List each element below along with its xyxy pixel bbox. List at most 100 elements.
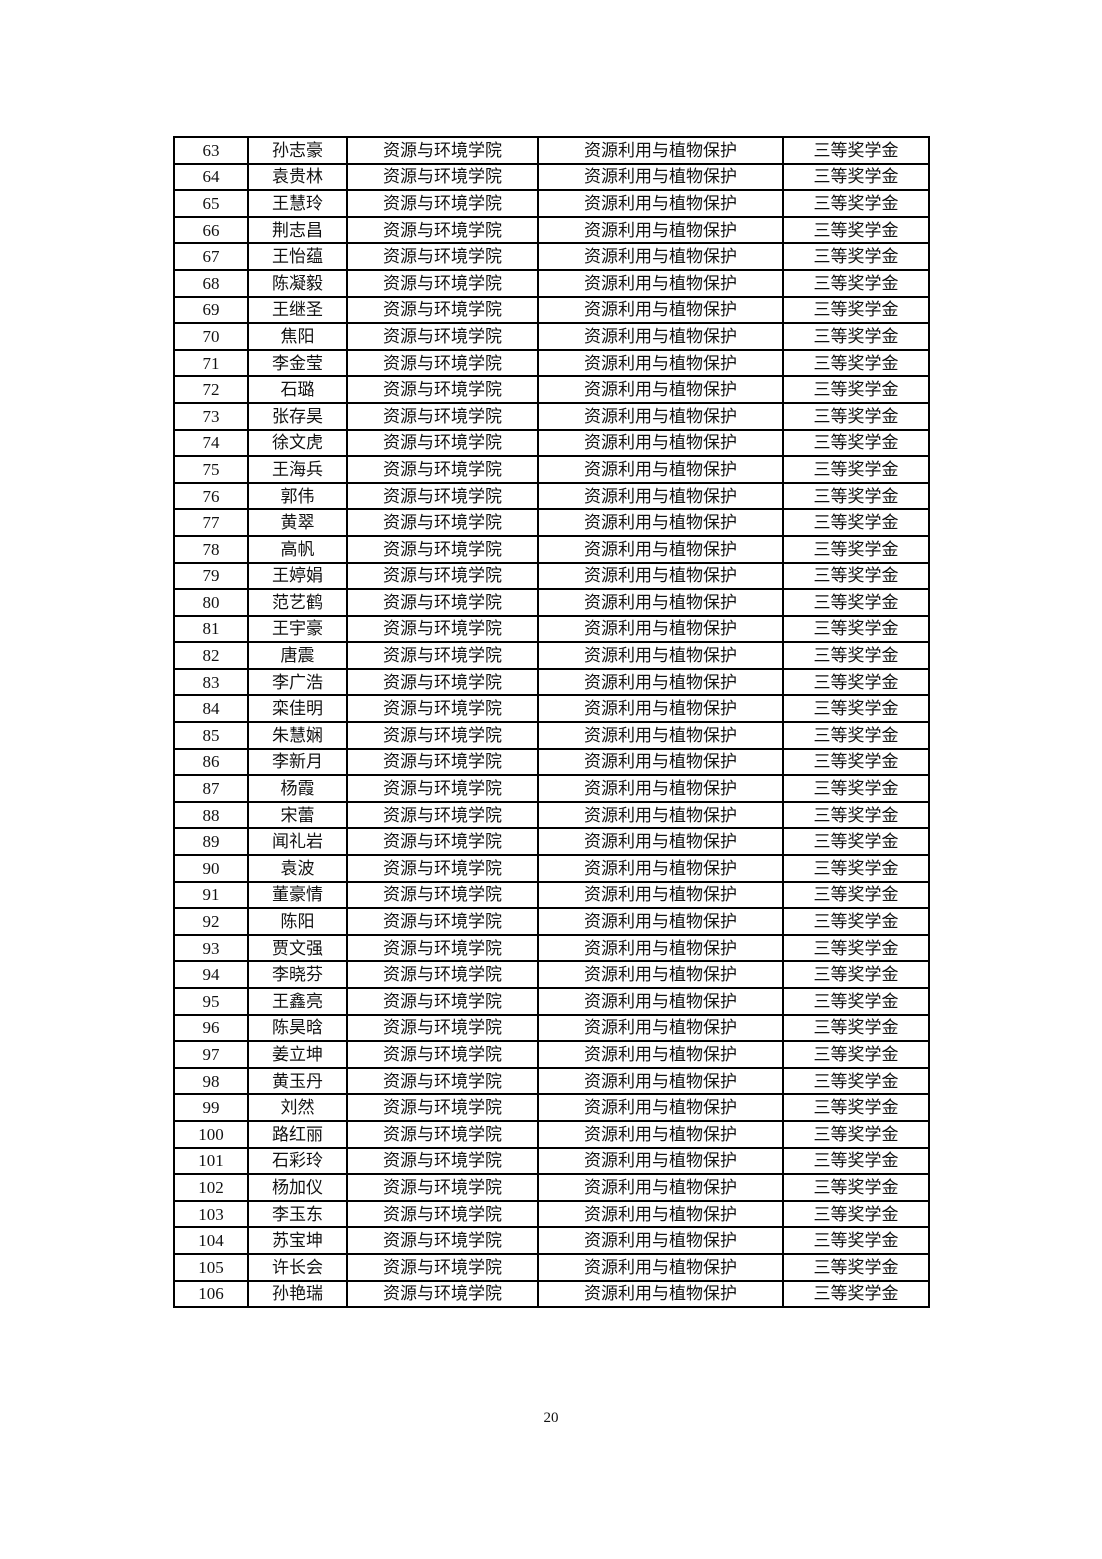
cell-award: 三等奖学金 bbox=[782, 242, 930, 271]
cell-award: 三等奖学金 bbox=[782, 561, 930, 591]
cell-index: 90 bbox=[173, 854, 249, 883]
cell-name: 李金莹 bbox=[247, 348, 348, 378]
cell-name: 苏宝坤 bbox=[247, 1226, 348, 1255]
cell-major: 资源利用与植物保护 bbox=[537, 508, 784, 537]
cell-college: 资源与环境学院 bbox=[346, 136, 539, 165]
cell-name: 陈凝毅 bbox=[247, 268, 348, 298]
table-row: 97 姜立坤 资源与环境学院 资源利用与植物保护 三等奖学金 bbox=[173, 1040, 930, 1069]
cell-award: 三等奖学金 bbox=[782, 667, 930, 697]
cell-name: 贾文强 bbox=[247, 933, 348, 963]
cell-name: 杨霞 bbox=[247, 774, 348, 803]
cell-college: 资源与环境学院 bbox=[346, 1252, 539, 1282]
cell-index: 104 bbox=[173, 1226, 249, 1255]
cell-award: 三等奖学金 bbox=[782, 401, 930, 431]
cell-major: 资源利用与植物保护 bbox=[537, 827, 784, 857]
cell-name: 王继圣 bbox=[247, 295, 348, 325]
cell-award: 三等奖学金 bbox=[782, 747, 930, 777]
cell-award: 三等奖学金 bbox=[782, 268, 930, 298]
cell-index: 97 bbox=[173, 1040, 249, 1069]
cell-name: 李玉东 bbox=[247, 1199, 348, 1229]
cell-college: 资源与环境学院 bbox=[346, 508, 539, 537]
scholarship-table: 63 孙志豪 资源与环境学院 资源利用与植物保护 三等奖学金 64 袁贵林 资源与环境学院 资源… bbox=[173, 136, 930, 1309]
cell-award: 三等奖学金 bbox=[782, 215, 930, 245]
cell-index: 79 bbox=[173, 561, 249, 591]
cell-major: 资源利用与植物保护 bbox=[537, 641, 784, 670]
cell-college: 资源与环境学院 bbox=[346, 800, 539, 830]
cell-award: 三等奖学金 bbox=[782, 189, 930, 218]
table-row: 95 王鑫亮 资源与环境学院 资源利用与植物保护 三等奖学金 bbox=[173, 987, 930, 1016]
cell-college: 资源与环境学院 bbox=[346, 401, 539, 431]
table-row: 88 宋蕾 资源与环境学院 资源利用与植物保护 三等奖学金 bbox=[173, 800, 930, 830]
table-row: 67 王怡蕴 资源与环境学院 资源利用与植物保护 三等奖学金 bbox=[173, 242, 930, 271]
cell-name: 袁波 bbox=[247, 854, 348, 883]
cell-college: 资源与环境学院 bbox=[346, 455, 539, 484]
cell-name: 王海兵 bbox=[247, 455, 348, 484]
cell-name: 陈阳 bbox=[247, 907, 348, 936]
cell-college: 资源与环境学院 bbox=[346, 854, 539, 883]
cell-index: 71 bbox=[173, 348, 249, 378]
cell-index: 69 bbox=[173, 295, 249, 325]
cell-index: 102 bbox=[173, 1173, 249, 1202]
cell-index: 93 bbox=[173, 933, 249, 963]
table-row: 99 刘然 资源与环境学院 资源利用与植物保护 三等奖学金 bbox=[173, 1093, 930, 1122]
cell-index: 100 bbox=[173, 1119, 249, 1149]
cell-award: 三等奖学金 bbox=[782, 987, 930, 1016]
table-row: 72 石璐 资源与环境学院 资源利用与植物保护 三等奖学金 bbox=[173, 375, 930, 404]
cell-major: 资源利用与植物保护 bbox=[537, 348, 784, 378]
page-number: 20 bbox=[543, 1410, 559, 1426]
cell-index: 74 bbox=[173, 428, 249, 458]
cell-major: 资源利用与植物保护 bbox=[537, 588, 784, 617]
cell-college: 资源与环境学院 bbox=[346, 1199, 539, 1229]
cell-major: 资源利用与植物保护 bbox=[537, 1093, 784, 1122]
cell-name: 袁贵林 bbox=[247, 162, 348, 192]
cell-major: 资源利用与植物保护 bbox=[537, 1040, 784, 1069]
cell-award: 三等奖学金 bbox=[782, 1199, 930, 1229]
cell-college: 资源与环境学院 bbox=[346, 667, 539, 697]
cell-award: 三等奖学金 bbox=[782, 907, 930, 936]
cell-award: 三等奖学金 bbox=[782, 1252, 930, 1282]
cell-college: 资源与环境学院 bbox=[346, 189, 539, 218]
cell-major: 资源利用与植物保护 bbox=[537, 534, 784, 564]
cell-index: 99 bbox=[173, 1093, 249, 1122]
cell-index: 73 bbox=[173, 401, 249, 431]
table-row: 80 范艺鹤 资源与环境学院 资源利用与植物保护 三等奖学金 bbox=[173, 588, 930, 617]
table-row: 69 王继圣 资源与环境学院 资源利用与植物保护 三等奖学金 bbox=[173, 295, 930, 325]
cell-name: 姜立坤 bbox=[247, 1040, 348, 1069]
table-row: 74 徐文虎 资源与环境学院 资源利用与植物保护 三等奖学金 bbox=[173, 428, 930, 458]
table-row: 98 黄玉丹 资源与环境学院 资源利用与植物保护 三等奖学金 bbox=[173, 1066, 930, 1096]
table-row: 68 陈凝毅 资源与环境学院 资源利用与植物保护 三等奖学金 bbox=[173, 268, 930, 298]
cell-major: 资源利用与植物保护 bbox=[537, 242, 784, 271]
cell-name: 王婷娟 bbox=[247, 561, 348, 591]
cell-award: 三等奖学金 bbox=[782, 1226, 930, 1255]
cell-major: 资源利用与植物保护 bbox=[537, 189, 784, 218]
table-row: 75 王海兵 资源与环境学院 资源利用与植物保护 三等奖学金 bbox=[173, 455, 930, 484]
cell-major: 资源利用与植物保护 bbox=[537, 322, 784, 351]
cell-college: 资源与环境学院 bbox=[346, 215, 539, 245]
table-row: 92 陈阳 资源与环境学院 资源利用与植物保护 三等奖学金 bbox=[173, 907, 930, 936]
cell-college: 资源与环境学院 bbox=[346, 1226, 539, 1255]
cell-index: 72 bbox=[173, 375, 249, 404]
cell-name: 王宇豪 bbox=[247, 614, 348, 644]
cell-index: 85 bbox=[173, 721, 249, 750]
cell-award: 三等奖学金 bbox=[782, 800, 930, 830]
cell-award: 三等奖学金 bbox=[782, 508, 930, 537]
table-row: 65 王慧玲 资源与环境学院 资源利用与植物保护 三等奖学金 bbox=[173, 189, 930, 218]
cell-index: 82 bbox=[173, 641, 249, 670]
cell-award: 三等奖学金 bbox=[782, 1146, 930, 1176]
cell-college: 资源与环境学院 bbox=[346, 1066, 539, 1096]
cell-index: 81 bbox=[173, 614, 249, 644]
cell-major: 资源利用与植物保护 bbox=[537, 987, 784, 1016]
cell-college: 资源与环境学院 bbox=[346, 1013, 539, 1043]
cell-name: 朱慧娴 bbox=[247, 721, 348, 750]
cell-name: 黄玉丹 bbox=[247, 1066, 348, 1096]
cell-award: 三等奖学金 bbox=[782, 880, 930, 910]
table-row: 66 荆志昌 资源与环境学院 资源利用与植物保护 三等奖学金 bbox=[173, 215, 930, 245]
cell-award: 三等奖学金 bbox=[782, 1066, 930, 1096]
cell-college: 资源与环境学院 bbox=[346, 1119, 539, 1149]
cell-college: 资源与环境学院 bbox=[346, 721, 539, 750]
table-row: 76 郭伟 资源与环境学院 资源利用与植物保护 三等奖学金 bbox=[173, 481, 930, 511]
cell-major: 资源利用与植物保护 bbox=[537, 1252, 784, 1282]
cell-index: 77 bbox=[173, 508, 249, 537]
cell-name: 李广浩 bbox=[247, 667, 348, 697]
cell-major: 资源利用与植物保护 bbox=[537, 960, 784, 989]
